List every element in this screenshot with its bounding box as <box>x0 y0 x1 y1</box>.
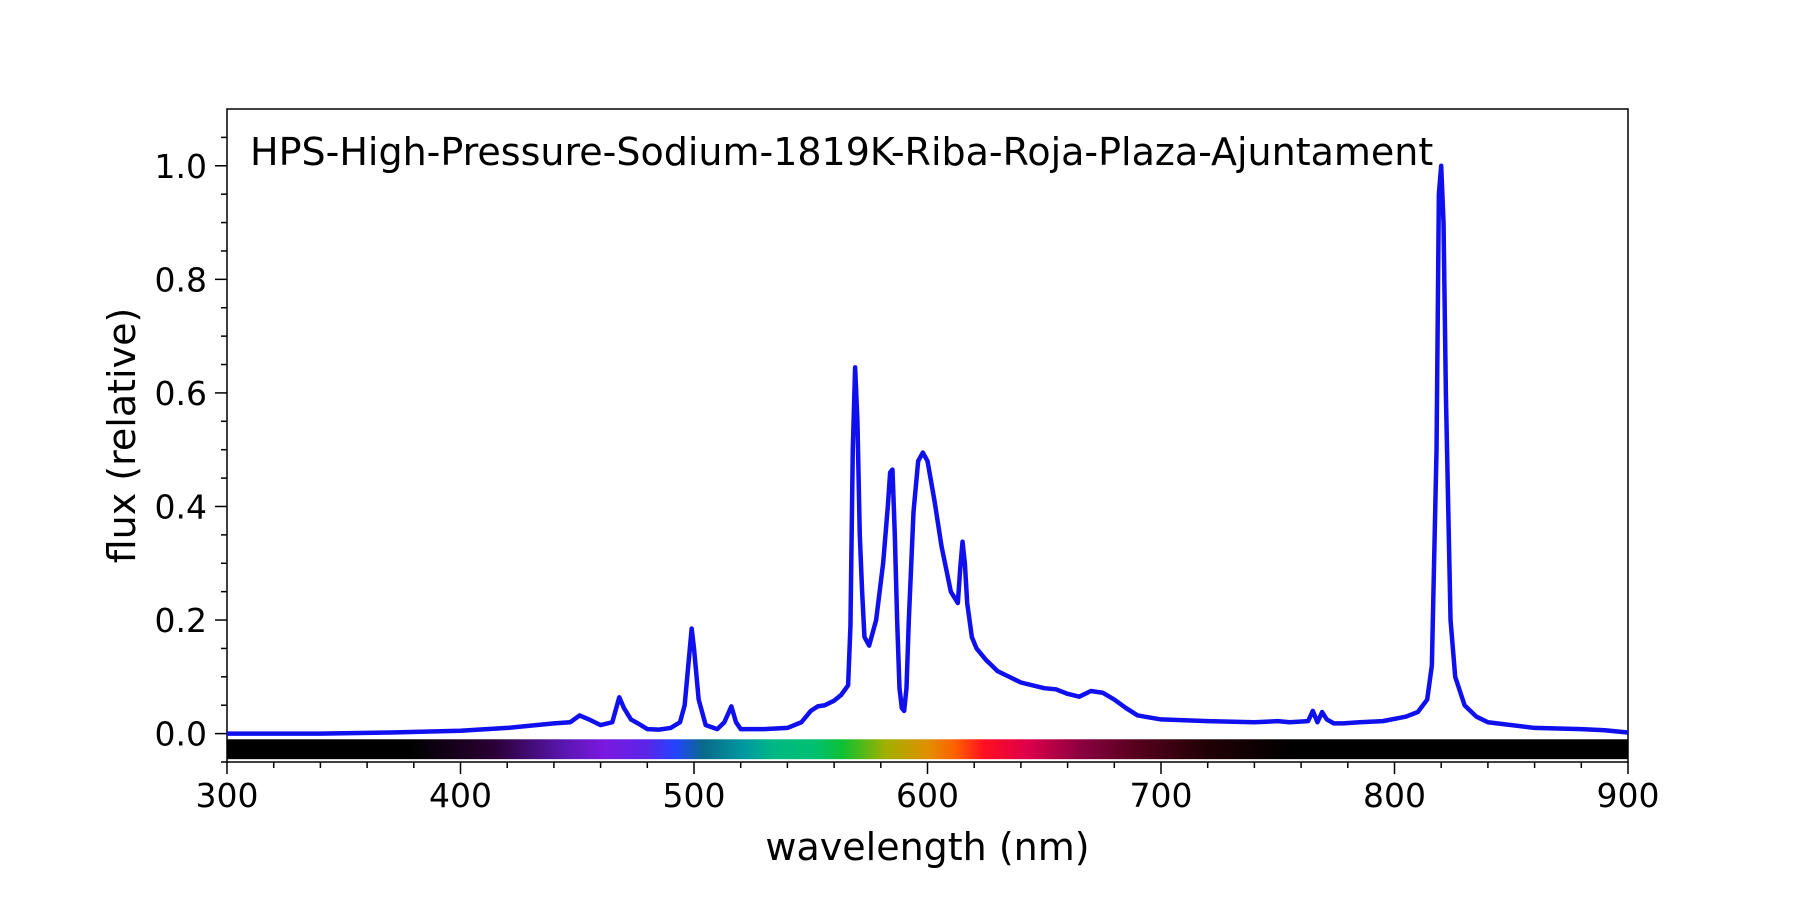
x-tick-label: 300 <box>196 776 259 815</box>
y-axis-label: flux (relative) <box>100 308 144 564</box>
axis-tick-labels: 300 400 500 600 700 800 900 0.0 0.2 0.4 0.6 0.8 1.0 <box>155 147 1660 815</box>
y-tick-label: 0.6 <box>155 374 207 413</box>
series-line <box>227 163 1629 736</box>
x-tick-label: 400 <box>429 776 492 815</box>
x-axis-label: wavelength (nm) <box>765 825 1089 869</box>
y-tick-label: 0.8 <box>155 260 207 299</box>
x-tick-label: 600 <box>896 776 959 815</box>
y-tick-label: 0.4 <box>155 487 207 526</box>
axis-ticks <box>215 136 1629 774</box>
y-tick-label: 1.0 <box>155 147 207 186</box>
color-spectrum-band <box>227 739 1628 760</box>
y-tick-label: 0.0 <box>155 715 207 754</box>
x-tick-label: 900 <box>1597 776 1660 815</box>
plot-frame <box>226 108 1629 763</box>
x-tick-label: 800 <box>1363 776 1426 815</box>
x-tick-label: 700 <box>1130 776 1193 815</box>
chart-title: HPS-High-Pressure-Sodium-1819K-Riba-Roja… <box>250 130 1433 174</box>
y-tick-label: 0.2 <box>155 601 207 640</box>
x-tick-label: 500 <box>663 776 726 815</box>
